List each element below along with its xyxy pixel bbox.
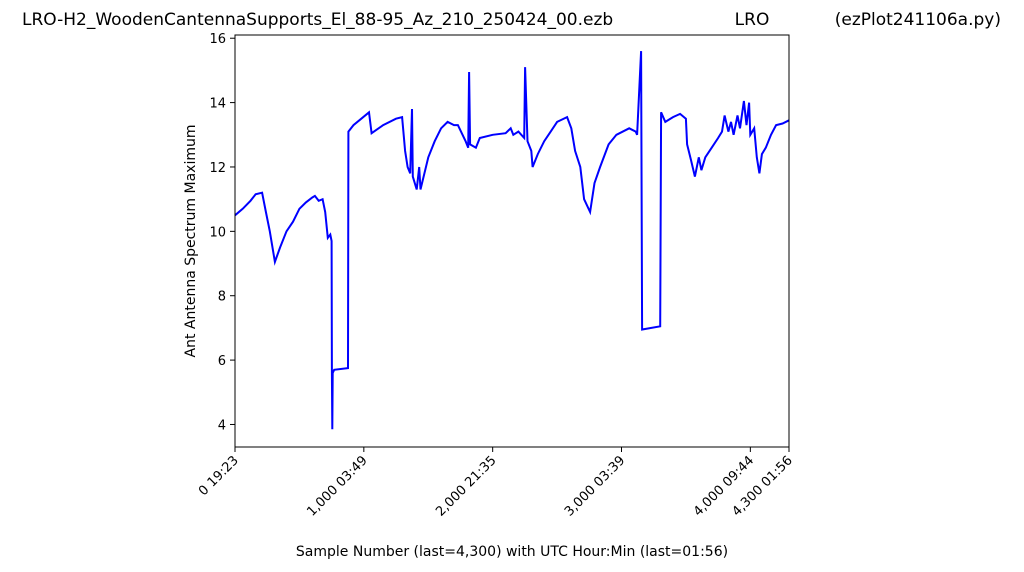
y-axis-label: Ant Antenna Spectrum Maximum bbox=[183, 125, 199, 358]
x-tick-label: 1,000 03:49 bbox=[304, 453, 370, 519]
y-tick-label: 10 bbox=[209, 225, 226, 240]
chart-title: LRO bbox=[735, 10, 770, 30]
x-tick-label: 3,000 03:39 bbox=[562, 453, 628, 519]
y-tick-label: 12 bbox=[209, 161, 226, 176]
x-axis-label: Sample Number (last=4,300) with UTC Hour… bbox=[296, 544, 728, 560]
x-tick-label: 0 19:23 bbox=[196, 453, 242, 499]
y-tick-label: 4 bbox=[218, 418, 226, 433]
y-tick-label: 14 bbox=[209, 97, 226, 112]
plot-frame bbox=[234, 34, 790, 448]
y-tick-label: 8 bbox=[218, 290, 226, 305]
data-line bbox=[234, 51, 790, 430]
x-tick-label: 2,000 21:35 bbox=[433, 453, 499, 519]
chart-title: LRO-H2_WoodenCantennaSupports_El_88-95_A… bbox=[22, 10, 613, 30]
y-tick-label: 16 bbox=[209, 32, 226, 47]
chart-title: (ezPlot241106a.py) bbox=[835, 10, 1001, 30]
y-tick-label: 6 bbox=[218, 354, 226, 369]
